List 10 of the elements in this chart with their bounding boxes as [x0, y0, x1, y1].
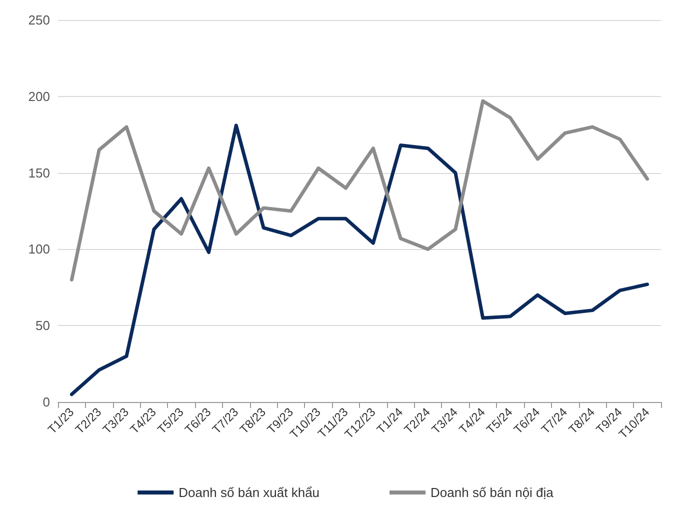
- y-tick-label: 200: [28, 88, 50, 104]
- legend-label: Doanh số bán nội địa: [430, 485, 554, 500]
- legend-label: Doanh số bán xuất khẩu: [178, 485, 320, 500]
- y-tick-label: 100: [28, 242, 50, 257]
- line-series: [70, 124, 650, 396]
- y-tick-label: 0: [42, 394, 50, 410]
- y-tick-label: 150: [28, 165, 50, 180]
- line-series: [70, 99, 650, 282]
- y-tick-label: 250: [28, 12, 50, 28]
- y-tick-label: 50: [36, 318, 50, 334]
